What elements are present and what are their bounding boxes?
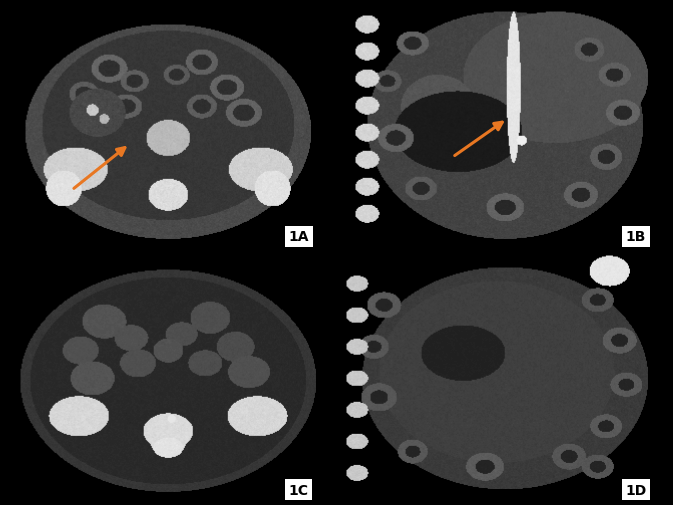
- Text: 1D: 1D: [625, 483, 647, 497]
- Text: 1C: 1C: [289, 483, 309, 497]
- Text: 1A: 1A: [289, 230, 309, 244]
- Text: 1B: 1B: [626, 230, 646, 244]
